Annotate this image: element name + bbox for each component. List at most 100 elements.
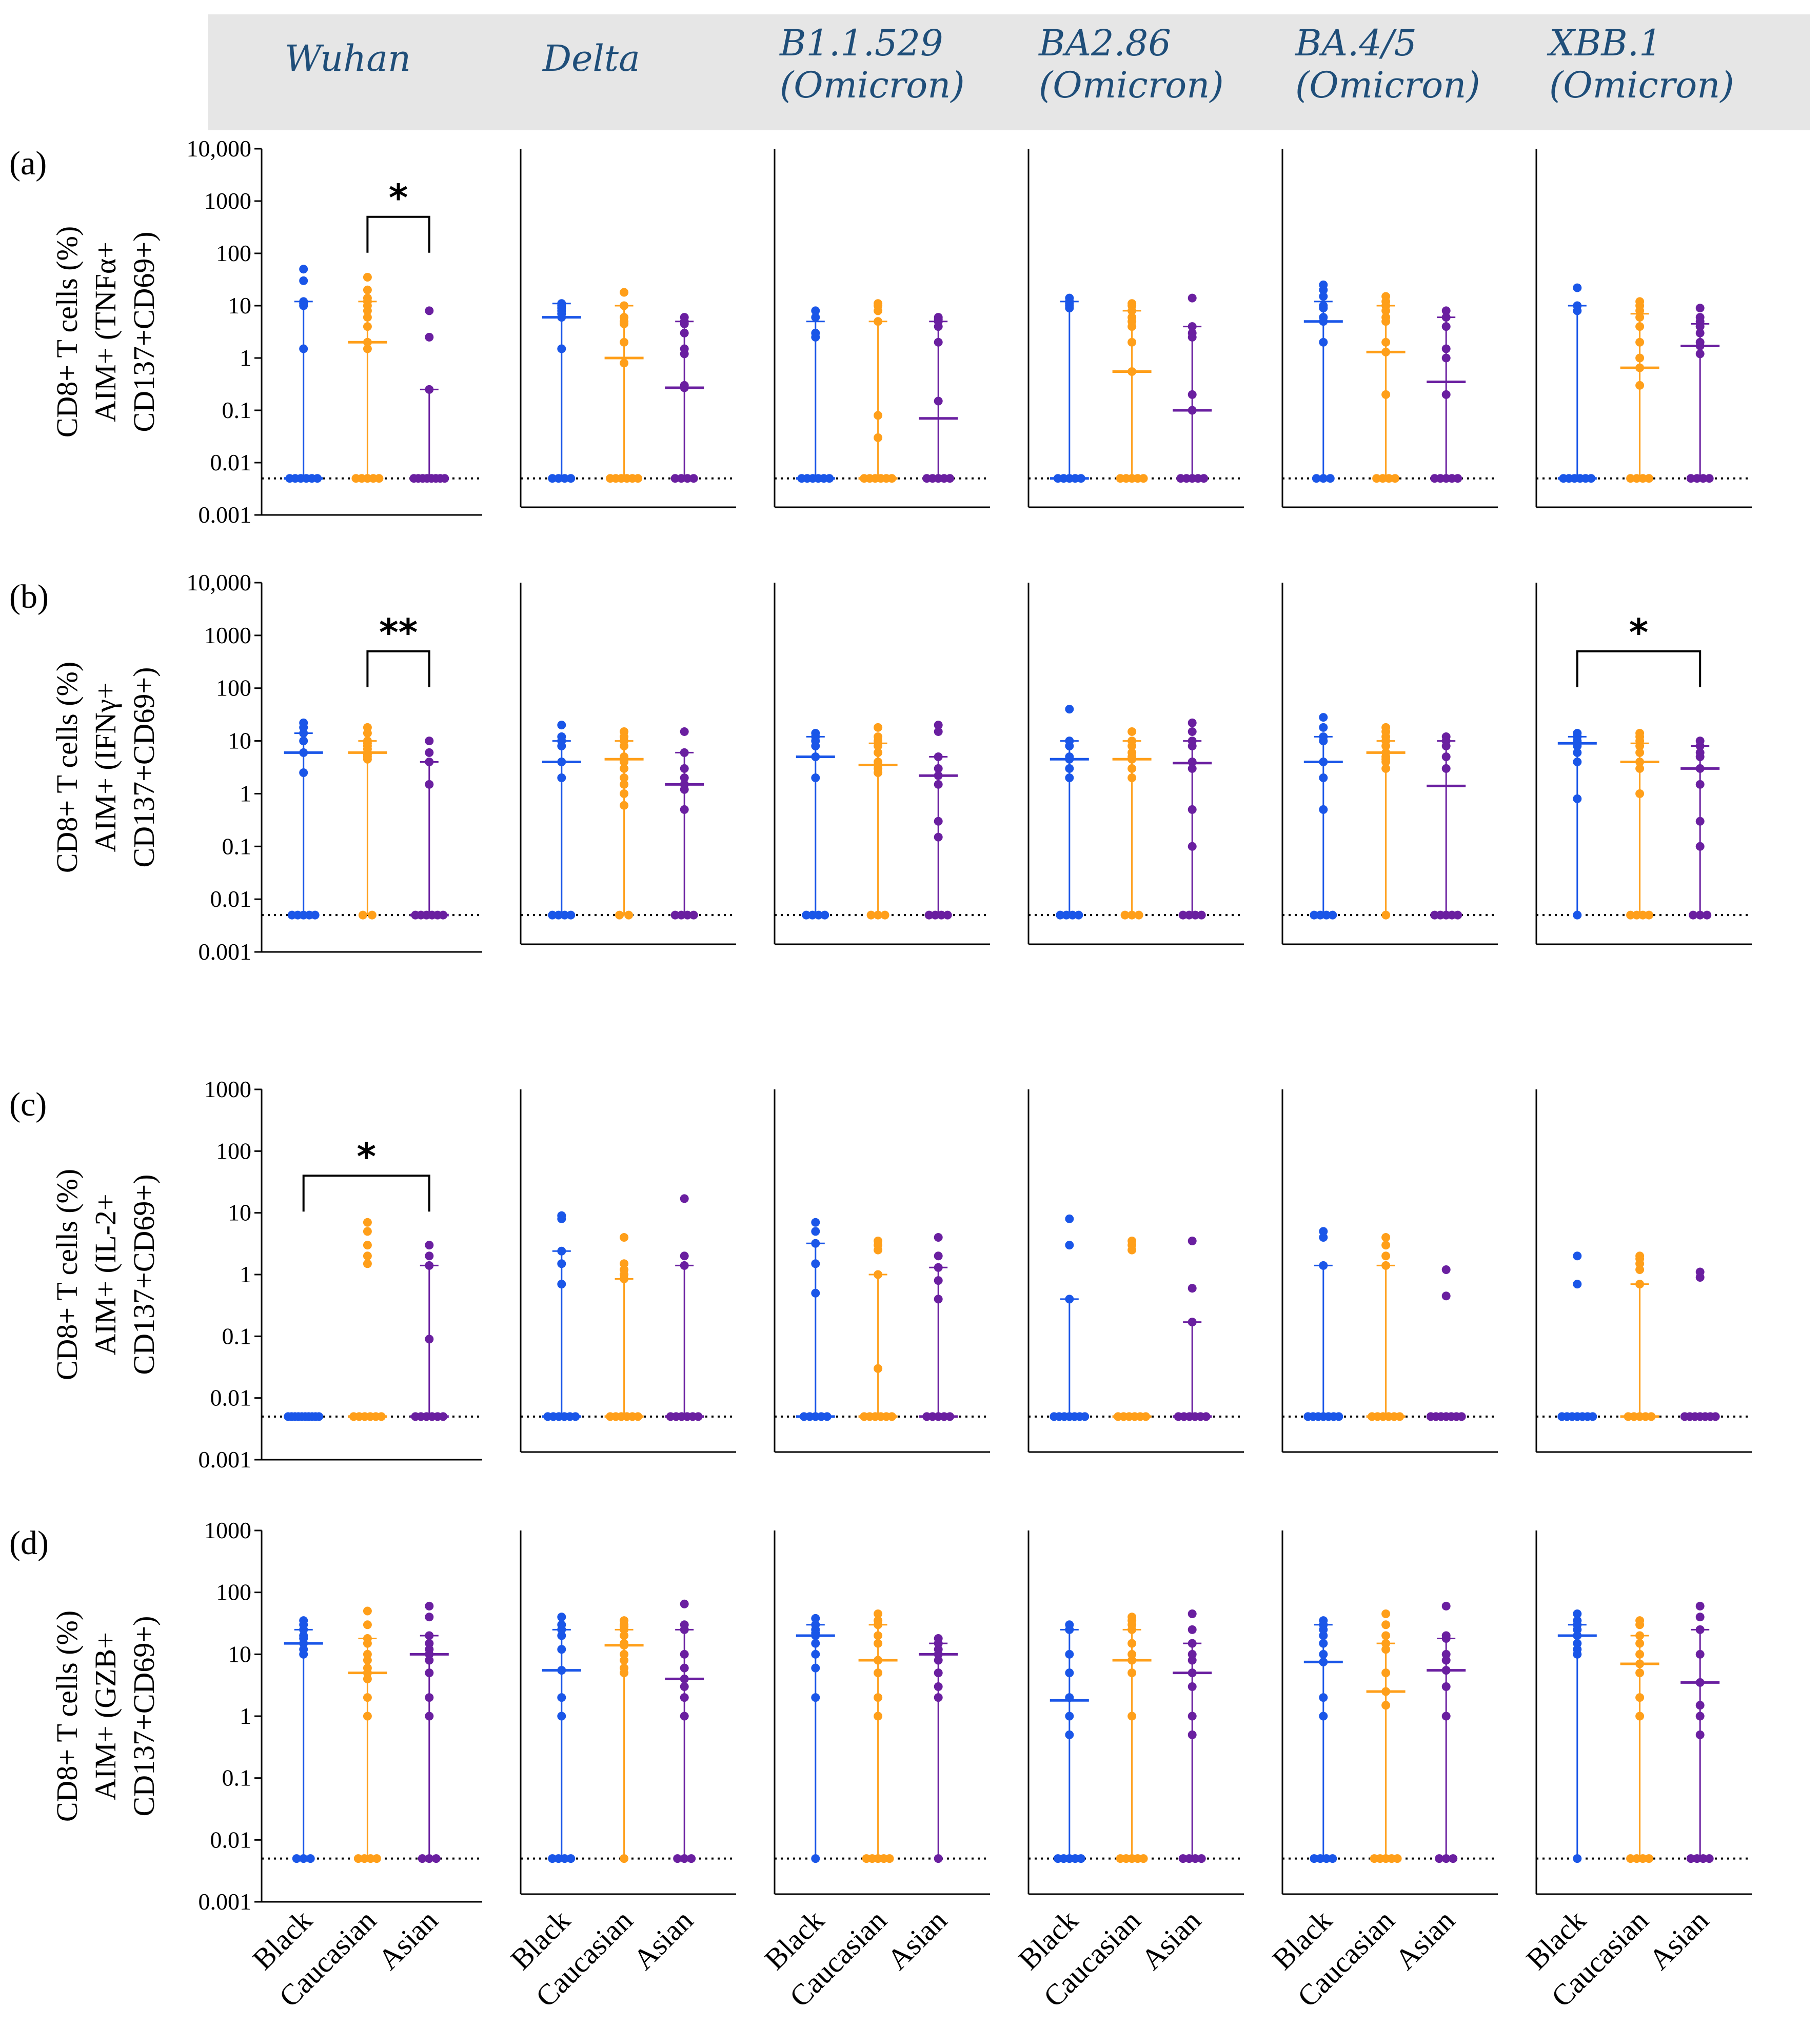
data-point — [299, 748, 308, 757]
data-point — [425, 306, 434, 315]
group-caucasian — [1366, 1233, 1406, 1421]
data-point — [874, 910, 883, 920]
group-black — [542, 1613, 581, 1863]
data-point — [811, 1854, 820, 1863]
facet-ba-4-5-omicron — [1281, 149, 1498, 508]
data-point — [1635, 1280, 1645, 1289]
data-point — [363, 1241, 372, 1250]
data-point — [557, 758, 566, 767]
data-point — [1692, 474, 1702, 483]
data-point — [557, 1613, 566, 1622]
data-point — [1188, 1712, 1197, 1721]
data-point — [1326, 474, 1335, 483]
data-point — [1695, 341, 1705, 350]
data-point — [1319, 1233, 1328, 1242]
data-point — [1127, 337, 1137, 347]
data-point — [1632, 1854, 1641, 1863]
data-point — [363, 1259, 372, 1268]
data-point — [1127, 764, 1137, 773]
data-point — [934, 780, 943, 789]
data-point — [1065, 1693, 1074, 1702]
data-point — [615, 910, 624, 920]
data-point — [1188, 742, 1197, 751]
data-point — [1381, 1261, 1391, 1270]
data-point — [620, 758, 629, 767]
group-caucasian — [858, 1237, 898, 1421]
data-point — [1705, 1854, 1714, 1863]
header-labels: Wuhan Delta B1.1.529 (Omicron) BA2.86 (Omicro… — [285, 22, 1734, 106]
data-point — [313, 474, 322, 483]
category-label-asian: Asian — [1643, 1903, 1715, 1976]
data-point — [874, 748, 883, 757]
data-point — [1441, 1854, 1451, 1863]
data-point — [358, 910, 367, 920]
group-asian — [665, 1599, 704, 1863]
data-point — [624, 910, 634, 920]
group-caucasian — [604, 1233, 644, 1421]
group-asian — [409, 1601, 449, 1863]
data-point — [811, 1259, 820, 1268]
data-point — [1695, 1625, 1705, 1634]
data-point — [1068, 910, 1077, 920]
y-tick-label: 10,000 — [187, 569, 252, 595]
data-point — [1139, 1854, 1148, 1863]
data-point — [363, 273, 372, 282]
data-point — [934, 1263, 943, 1272]
facet-delta — [520, 149, 736, 508]
data-point — [811, 1288, 820, 1298]
y-tick-label: 10 — [228, 728, 251, 754]
data-point — [1127, 1712, 1137, 1721]
data-point — [1201, 1412, 1211, 1421]
data-point — [1316, 1854, 1325, 1863]
data-point — [363, 1649, 372, 1659]
significance-bracket: * — [302, 1135, 430, 1212]
data-point — [620, 764, 629, 773]
data-point — [1453, 910, 1462, 920]
data-point — [1635, 363, 1645, 372]
data-point — [820, 910, 829, 920]
data-point — [431, 1854, 441, 1863]
data-point — [689, 910, 698, 920]
data-point — [1711, 1412, 1720, 1421]
y-axis-label-line: CD8+ T cells (%) — [50, 662, 84, 873]
data-point — [1381, 1687, 1391, 1696]
data-point — [934, 1649, 943, 1659]
facet-b1-1-529-omicron — [774, 583, 990, 945]
data-point — [680, 1674, 689, 1683]
data-point — [1188, 805, 1197, 814]
group-caucasian — [1366, 1609, 1406, 1863]
y-tick-label: 100 — [216, 675, 251, 701]
group-black — [1557, 1609, 1597, 1863]
data-point — [557, 1693, 566, 1702]
data-point — [1381, 764, 1391, 773]
data-point — [554, 910, 563, 920]
data-point — [677, 910, 686, 920]
data-point — [1065, 773, 1074, 782]
data-point — [1695, 752, 1705, 762]
data-point — [945, 1412, 955, 1421]
data-point — [292, 1854, 301, 1863]
data-point — [1441, 752, 1451, 762]
data-point — [620, 1668, 629, 1678]
header-variant-delta: Delta — [542, 37, 640, 79]
data-point — [1635, 322, 1645, 331]
data-point — [440, 474, 449, 483]
data-point — [887, 1412, 897, 1421]
data-point — [1141, 1412, 1151, 1421]
data-point — [620, 359, 629, 368]
data-point — [1692, 1854, 1702, 1863]
group-caucasian — [1112, 1237, 1152, 1421]
data-point — [1065, 1214, 1074, 1223]
category-label-asian: Asian — [371, 1903, 444, 1976]
data-point — [1635, 1712, 1645, 1721]
data-point — [680, 748, 689, 757]
group-black — [284, 265, 323, 483]
data-point — [1188, 1609, 1197, 1619]
y-axis-label-line: CD8+ T cells (%) — [50, 226, 84, 438]
data-point — [945, 474, 955, 483]
data-point — [1635, 1693, 1645, 1702]
data-point — [1449, 1854, 1458, 1863]
data-point — [1695, 349, 1705, 359]
